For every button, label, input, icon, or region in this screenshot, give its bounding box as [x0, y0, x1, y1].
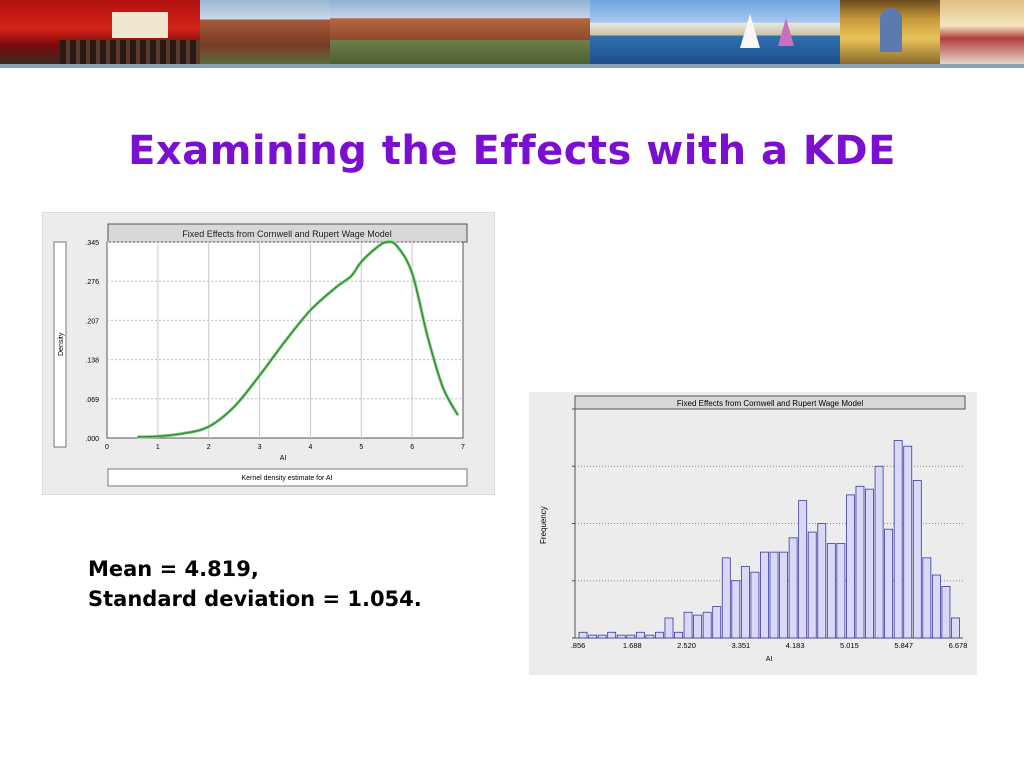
- kde-x-tick-label: 4: [308, 444, 312, 451]
- kde-ylabel: Density: [58, 332, 65, 356]
- kde-caption: Kernel density estimate for AI: [241, 475, 332, 482]
- college-building-photo: [200, 0, 330, 64]
- histogram-chart-svg: Fixed Effects from Cornwell and Rupert W…: [529, 392, 977, 675]
- hist-bar: [779, 551, 789, 639]
- hist-bar: [865, 488, 874, 639]
- kde-y-tick-label: .207: [85, 318, 99, 325]
- hist-title: Fixed Effects from Cornwell and Rupert W…: [677, 399, 864, 408]
- hist-bar: [807, 531, 817, 639]
- mean-text: Mean = 4.819,: [88, 557, 259, 581]
- hist-x-tick-label: 2.520: [677, 641, 696, 650]
- kde-x-tick-label: 0: [105, 444, 109, 451]
- hist-bar: [903, 445, 913, 639]
- hist-bar: [941, 586, 951, 639]
- hist-bar: [931, 574, 941, 639]
- hist-x-tick-label: 1.688: [623, 641, 642, 650]
- hist-bar: [607, 631, 617, 639]
- kde-xlabel: AI: [280, 455, 287, 462]
- hist-bar: [597, 634, 607, 639]
- hist-bar: [683, 611, 693, 639]
- hist-bar: [721, 557, 731, 639]
- hist-bar: [674, 631, 683, 639]
- hist-bar: [588, 634, 597, 639]
- hist-x-tick-label: 4.183: [786, 641, 805, 650]
- hist-bar: [912, 480, 922, 639]
- hist-bar: [798, 500, 808, 639]
- hist-bar: [635, 631, 645, 639]
- hist-x-tick-label: 5.015: [840, 641, 859, 650]
- kde-title: Fixed Effects from Cornwell and Rupert W…: [182, 229, 392, 239]
- hist-bar: [884, 528, 894, 639]
- hist-bar: [616, 634, 626, 639]
- hist-bar: [664, 617, 674, 639]
- dining-hall-photo: [940, 0, 1024, 64]
- kde-y-tick-label: .276: [85, 279, 99, 286]
- kde-x-tick-label: 5: [359, 444, 363, 451]
- header-banner: [0, 0, 1024, 68]
- hist-x-tick-label: 5.847: [894, 641, 913, 650]
- sailboat-2: [778, 18, 794, 46]
- hist-bar: [702, 611, 712, 639]
- kde-x-tick-label: 3: [258, 444, 262, 451]
- hist-bar: [712, 606, 722, 639]
- kde-chart-svg: Density Fixed Effects from Cornwell and R…: [41, 211, 496, 496]
- kde-y-tick-label: .069: [85, 397, 99, 404]
- slide-title: Examining the Effects with a KDE: [128, 128, 896, 174]
- hist-bar: [750, 571, 760, 639]
- hist-bar: [893, 440, 903, 639]
- hist-ylabel: Frequency: [539, 506, 548, 544]
- hist-bar: [740, 566, 750, 639]
- kde-x-tick-label: 1: [156, 444, 160, 451]
- hist-bar: [874, 465, 884, 639]
- kde-curve: [137, 241, 459, 438]
- summary-stats: Mean = 4.819, Standard deviation = 1.054…: [88, 554, 422, 614]
- hist-bar: [655, 631, 664, 639]
- hist-bar: [826, 543, 836, 639]
- chapel-window: [880, 8, 902, 52]
- kde-x-tick-label: 6: [410, 444, 414, 451]
- hist-xlabel: AI: [766, 656, 773, 663]
- histogram-chart: Fixed Effects from Cornwell and Rupert W…: [529, 392, 977, 675]
- hist-bar: [855, 485, 865, 639]
- hist-x-tick-label: 6.678: [949, 641, 968, 650]
- kde-chart: Density Fixed Effects from Cornwell and R…: [41, 211, 496, 496]
- hist-bar: [769, 551, 779, 639]
- hist-bar: [788, 537, 798, 639]
- kde-y-tick-label: .345: [85, 240, 99, 247]
- hist-bar: [836, 543, 846, 639]
- std-dev-text: Standard deviation = 1.054.: [88, 587, 422, 611]
- hist-x-tick-label: .856: [571, 641, 586, 650]
- kde-ylabel-box: [53, 241, 67, 448]
- auditorium-seating: [60, 40, 200, 64]
- kde-x-tick-label: 7: [461, 444, 465, 451]
- hist-bar: [645, 634, 655, 639]
- hist-title-box: [574, 395, 966, 410]
- banner-divider: [0, 64, 1024, 68]
- kde-x-tick-label: 2: [207, 444, 211, 451]
- stage-screen: [112, 12, 168, 38]
- kde-y-tick-label: .138: [85, 358, 99, 365]
- hist-bar: [760, 551, 769, 639]
- hist-bar: [731, 580, 741, 639]
- hist-bar: [578, 631, 588, 639]
- hist-bar: [817, 523, 827, 639]
- hist-bar: [951, 617, 960, 639]
- hist-bar: [845, 494, 855, 639]
- kde-caption-box: [107, 468, 468, 487]
- hist-x-tick-label: 3.351: [731, 641, 750, 650]
- kde-y-tick-label: .000: [85, 436, 99, 443]
- hist-bar: [922, 557, 932, 639]
- hist-bar: [693, 614, 703, 639]
- hist-bar: [626, 634, 636, 639]
- sailboat: [740, 14, 760, 48]
- campus-lake-photo: [590, 0, 840, 64]
- college-building-photo-2: [330, 0, 590, 64]
